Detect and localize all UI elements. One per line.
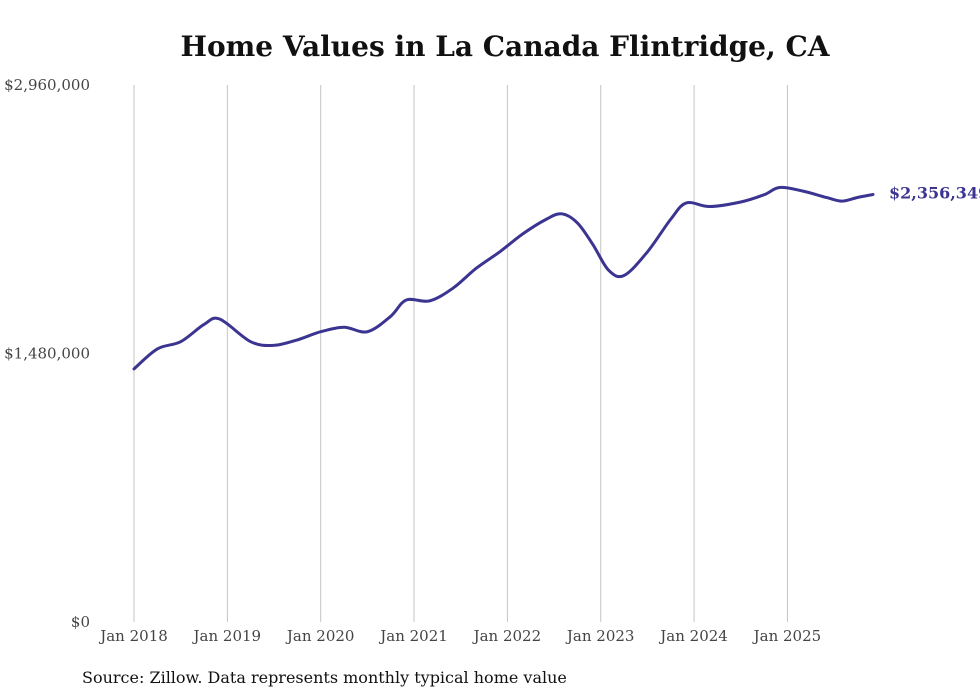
x-tick-label-3: Jan 2021 — [378, 627, 448, 645]
x-tick-label-7: Jan 2025 — [752, 627, 822, 645]
x-tick-label-4: Jan 2022 — [472, 627, 542, 645]
x-tick-label-0: Jan 2018 — [98, 627, 168, 645]
x-tick-label-1: Jan 2019 — [192, 627, 262, 645]
series-layer: $2,356,349 — [132, 184, 980, 371]
chart-title: Home Values in La Canada Flintridge, CA — [180, 30, 830, 63]
x-tick-label-2: Jan 2020 — [285, 627, 355, 645]
source-note: Source: Zillow. Data represents monthly … — [82, 668, 567, 687]
axis-layer: Jan 2018 Jan 2019 Jan 2020 Jan 2021 Jan 2022… — [4, 76, 821, 645]
grid-layer — [133, 85, 788, 622]
x-tick-label-5: Jan 2023 — [565, 627, 635, 645]
end-value-label: $2,356,349 — [889, 184, 980, 203]
series-line-0 — [132, 185, 875, 371]
y-tick-label-0: $0 — [71, 613, 90, 631]
y-tick-label-1: $1,480,000 — [4, 345, 90, 363]
x-tick-label-6: Jan 2024 — [658, 627, 728, 645]
y-tick-label-2: $2,960,000 — [4, 76, 90, 94]
